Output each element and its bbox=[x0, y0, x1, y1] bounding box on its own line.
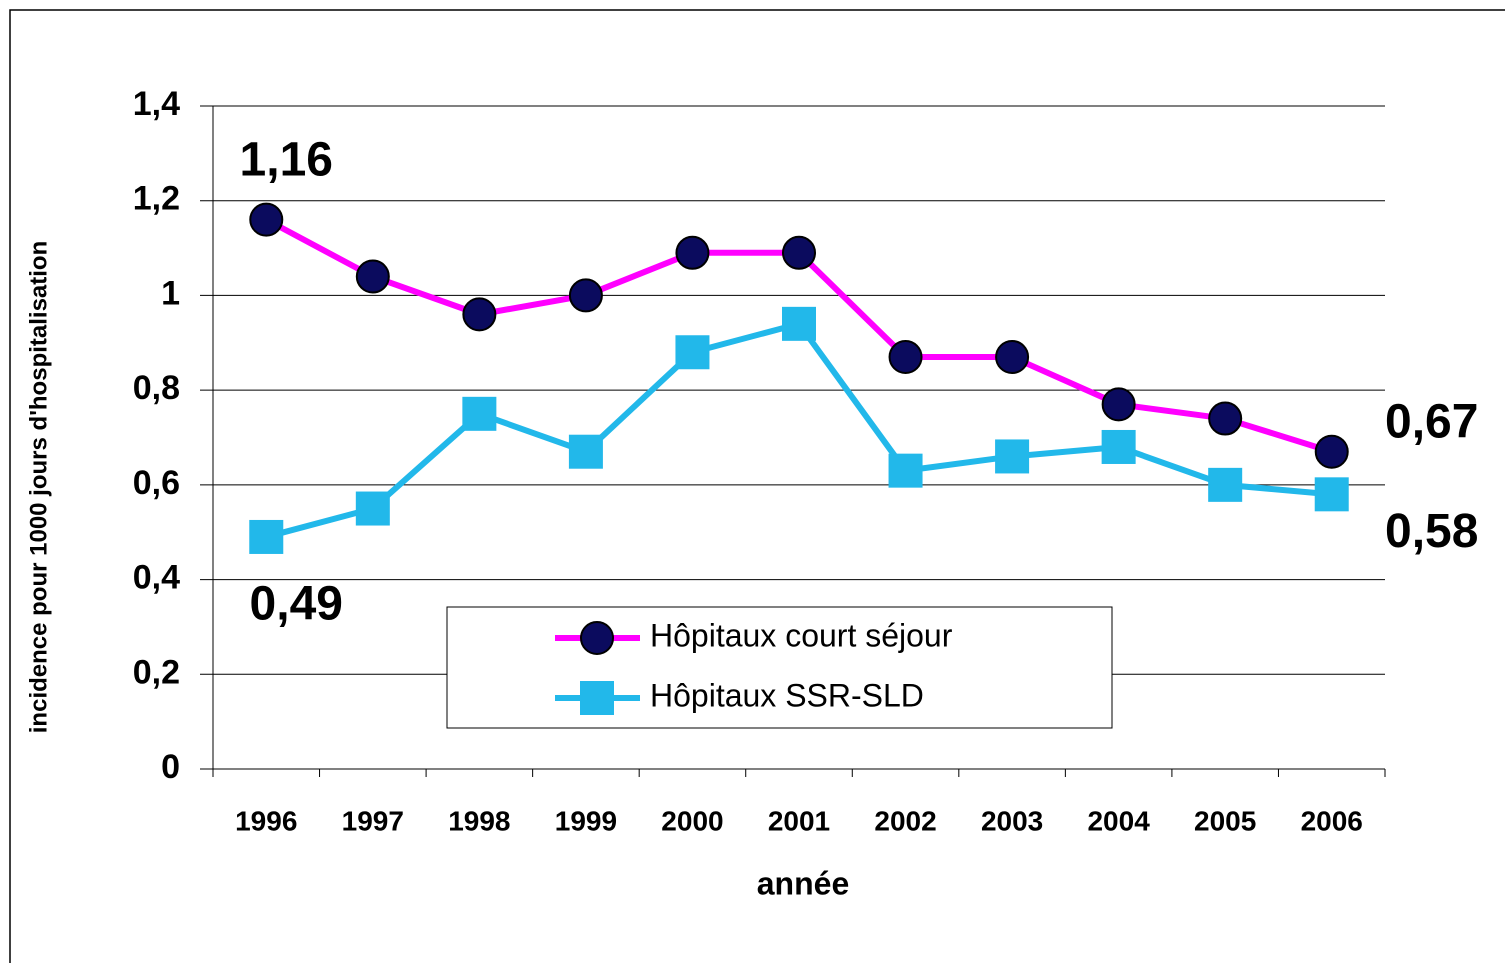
data-point bbox=[568, 278, 603, 313]
data-point bbox=[568, 434, 603, 469]
y-tick-label: 0,4 bbox=[133, 559, 180, 597]
x-tick-label: 1998 bbox=[448, 805, 510, 836]
y-tick-label: 1,2 bbox=[133, 180, 180, 218]
data-point bbox=[355, 491, 390, 526]
x-tick-label: 1997 bbox=[342, 805, 404, 836]
data-point bbox=[355, 259, 390, 294]
data-label: 0,49 bbox=[250, 578, 343, 631]
y-tick-label: 1,4 bbox=[133, 85, 180, 123]
data-point bbox=[249, 202, 284, 237]
x-tick-label: 1999 bbox=[555, 805, 617, 836]
x-tick-label: 2000 bbox=[661, 805, 723, 836]
legend-box bbox=[446, 606, 1113, 729]
x-tick-label: 2002 bbox=[874, 805, 936, 836]
data-point bbox=[782, 306, 816, 341]
data-point bbox=[1101, 387, 1136, 422]
data-point bbox=[462, 297, 497, 332]
x-tick-label: 1996 bbox=[235, 805, 297, 836]
data-point bbox=[782, 235, 816, 270]
y-tick-label: 0 bbox=[161, 748, 180, 786]
data-label: 0,58 bbox=[1385, 505, 1478, 558]
x-tick-label: 2001 bbox=[768, 805, 830, 836]
data-point bbox=[1208, 467, 1243, 502]
data-point bbox=[675, 235, 710, 270]
legend-label: Hôpitaux SSR-SLD bbox=[650, 677, 924, 713]
legend-label: Hôpitaux court séjour bbox=[650, 617, 953, 653]
data-point bbox=[888, 453, 923, 488]
data-point bbox=[1208, 401, 1243, 436]
x-tick-label: 2004 bbox=[1087, 805, 1150, 836]
data-point bbox=[249, 519, 284, 554]
legend-marker bbox=[580, 681, 614, 715]
data-point bbox=[888, 339, 923, 374]
data-label: 0,67 bbox=[1385, 395, 1478, 448]
x-tick-label: 2003 bbox=[981, 805, 1043, 836]
data-point bbox=[462, 396, 497, 431]
x-tick-label: 2006 bbox=[1301, 805, 1363, 836]
data-point bbox=[1101, 429, 1136, 464]
y-tick-label: 0,6 bbox=[133, 464, 180, 502]
data-point bbox=[1314, 434, 1349, 469]
data-point bbox=[995, 339, 1030, 374]
data-point bbox=[1314, 477, 1349, 512]
x-axis-title: année bbox=[757, 865, 849, 901]
y-tick-label: 1 bbox=[161, 274, 180, 312]
legend-marker bbox=[580, 621, 614, 655]
data-label: 1,16 bbox=[240, 133, 333, 186]
y-tick-label: 0,8 bbox=[133, 369, 180, 407]
chart-frame bbox=[9, 9, 1505, 963]
data-point bbox=[675, 335, 710, 370]
y-tick-label: 0,2 bbox=[133, 653, 180, 691]
data-point bbox=[995, 439, 1030, 474]
y-axis-title: incidence pour 1000 jours d'hospitalisat… bbox=[25, 241, 52, 733]
x-tick-label: 2005 bbox=[1194, 805, 1256, 836]
series-line bbox=[265, 320, 1332, 540]
